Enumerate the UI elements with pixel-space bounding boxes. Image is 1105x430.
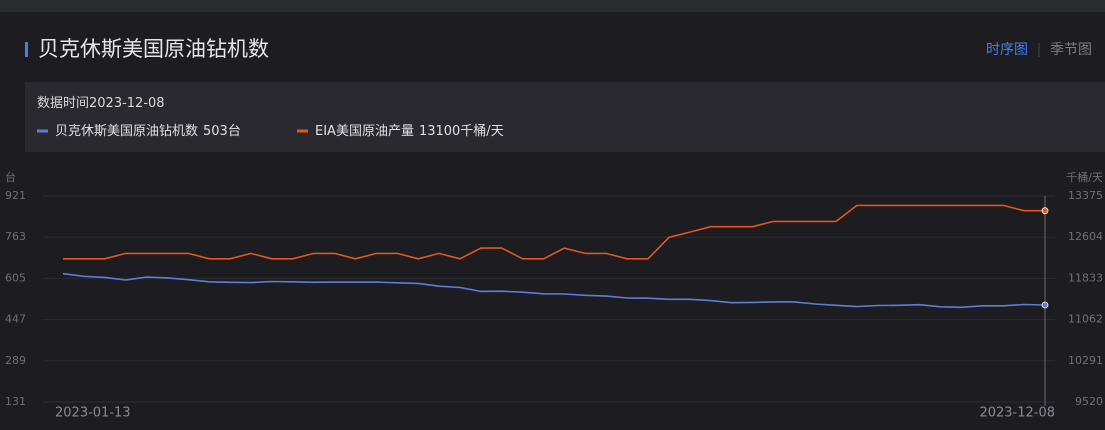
y2-tick-label: 11062: [1068, 313, 1103, 326]
y-unit: 台: [5, 170, 16, 184]
y-tick-label: 605: [5, 271, 26, 284]
legend-entry: EIA美国原油产量 13100千桶/天: [315, 124, 504, 139]
date-caption-text: 数据时间: [37, 96, 89, 111]
y2-tick-label: 12604: [1068, 230, 1103, 243]
tab-seasonal[interactable]: 季节图: [1050, 42, 1092, 58]
top-strip: [0, 0, 1105, 12]
y-tick-label: 763: [5, 230, 26, 243]
legend-entry: 贝克休斯美国原油钻机数 503台: [55, 124, 241, 139]
legend-value: 13100千桶/天: [419, 124, 504, 139]
y-tick-label: 131: [5, 395, 26, 408]
y2-tick-label: 9520: [1075, 395, 1103, 408]
x-tick-label: 2023-12-08: [979, 406, 1055, 421]
y2-tick-label: 13375: [1068, 189, 1103, 202]
end-point: [1041, 301, 1049, 309]
info-box: [25, 82, 1105, 152]
x-tick-label: 2023-01-13: [55, 406, 131, 421]
title-marker: [25, 42, 28, 57]
series-line: [63, 204, 1045, 260]
legend: 贝克休斯美国原油钻机数 503台 EIA美国原油产量 13100千桶/天: [37, 124, 504, 139]
chart-title: 贝克休斯美国原油钻机数: [38, 37, 269, 61]
date-caption: 数据时间2023-12-08: [37, 96, 165, 111]
date-caption-date: 2023-12-08: [89, 96, 165, 111]
y-tick-label: 289: [5, 354, 26, 367]
y2-tick-label: 10291: [1068, 354, 1103, 367]
y-tick-label: 447: [5, 313, 26, 326]
y2-unit: 千桶/天: [1066, 170, 1103, 184]
legend-value: 503台: [203, 124, 241, 139]
legend-name: 贝克休斯美国原油钻机数: [55, 124, 198, 139]
end-point: [1041, 207, 1049, 215]
legend-name: EIA美国原油产量: [315, 124, 414, 139]
tab-timeseries[interactable]: 时序图: [986, 42, 1028, 58]
y2-tick-label: 11833: [1068, 271, 1103, 284]
series-line: [62, 272, 1046, 309]
y-tick-label: 921: [5, 189, 26, 202]
